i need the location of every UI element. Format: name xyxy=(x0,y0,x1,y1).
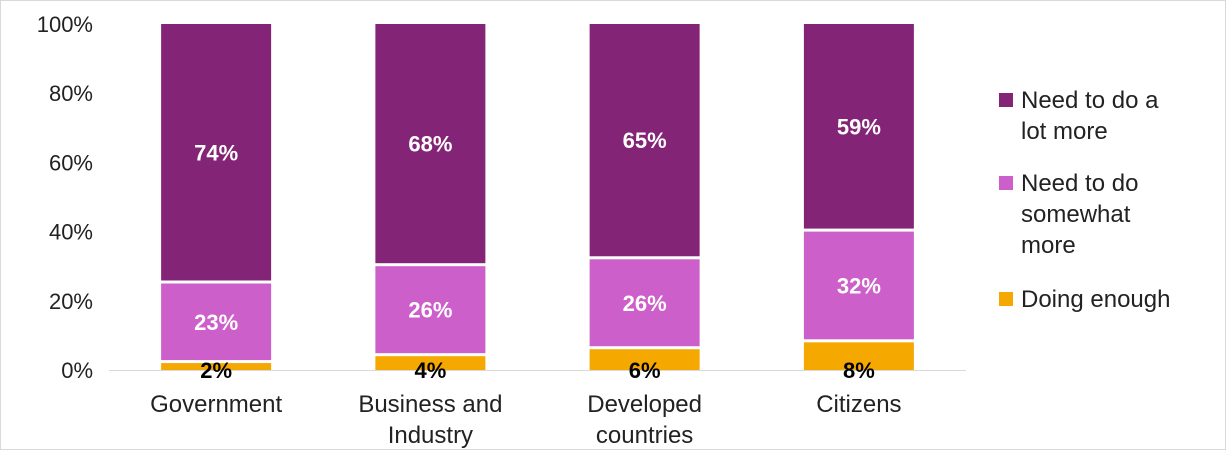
bar-segment xyxy=(375,24,486,264)
bar-segment xyxy=(161,24,272,281)
y-tick-label: 0% xyxy=(61,358,93,383)
legend-label-line: Need to do xyxy=(1021,170,1138,197)
legend-label: Doing enough xyxy=(1021,286,1170,313)
category-label-line: Developed xyxy=(587,391,702,418)
bar-segment xyxy=(589,24,700,257)
y-tick-label: 80% xyxy=(49,81,93,106)
legend-swatch xyxy=(999,292,1013,306)
data-label: 59% xyxy=(837,114,881,139)
data-label: 32% xyxy=(837,273,881,298)
data-label: 74% xyxy=(194,140,238,165)
category-label: Business and Industry xyxy=(358,391,502,449)
legend-item-1: Need to do somewhat more xyxy=(999,170,1138,259)
legend-item-2: Doing enough xyxy=(999,286,1170,313)
data-label: 26% xyxy=(408,298,452,323)
legend-swatch xyxy=(999,93,1013,107)
data-label: 65% xyxy=(623,128,667,153)
legend-label-line: somewhat xyxy=(1021,201,1131,228)
y-tick-label: 100% xyxy=(37,12,93,37)
bar-segment xyxy=(803,342,914,370)
category-label: Citizens xyxy=(816,391,901,418)
legend-label-line: lot more xyxy=(1021,118,1108,145)
legend-label-line: Doing enough xyxy=(1021,286,1170,313)
category-label-line: Business and xyxy=(358,391,502,418)
bar-segment xyxy=(161,363,272,370)
data-label: 26% xyxy=(623,291,667,316)
bar-segment xyxy=(375,356,486,370)
bar-group-0: 2% 23% 74% xyxy=(161,24,272,383)
legend-label: Need to do a lot more xyxy=(1021,87,1159,145)
y-tick-label: 20% xyxy=(49,289,93,314)
bar-segment xyxy=(589,349,700,370)
category-label-line: Industry xyxy=(388,422,473,449)
bar-segment xyxy=(375,266,486,354)
bar-segment xyxy=(803,231,914,340)
data-label: 23% xyxy=(194,310,238,335)
bar-segment xyxy=(803,24,914,229)
category-label-line: countries xyxy=(596,422,693,449)
y-tick-label: 40% xyxy=(49,220,93,245)
bar-group-3: 8% 32% 59% xyxy=(803,24,914,383)
data-label: 6% xyxy=(629,358,661,383)
legend-label: Need to do somewhat more xyxy=(1021,170,1138,259)
bar-segment xyxy=(589,259,700,347)
bar-segment xyxy=(161,283,272,361)
legend-label-line: more xyxy=(1021,232,1076,259)
data-label: 68% xyxy=(408,132,452,157)
bar-group-2: 6% 26% 65% xyxy=(589,24,700,383)
category-label: Developed countries xyxy=(587,391,702,449)
legend-item-0: Need to do a lot more xyxy=(999,87,1159,145)
bar-group-1: 4% 26% 68% xyxy=(375,24,486,383)
category-label-line: Government xyxy=(150,391,282,418)
category-label-line: Citizens xyxy=(816,391,901,418)
category-label: Government xyxy=(150,391,282,418)
data-label: 8% xyxy=(843,358,875,383)
data-label: 4% xyxy=(414,358,446,383)
y-tick-label: 60% xyxy=(49,150,93,175)
data-label: 2% xyxy=(200,358,232,383)
legend-label-line: Need to do a xyxy=(1021,87,1159,114)
legend-swatch xyxy=(999,176,1013,190)
